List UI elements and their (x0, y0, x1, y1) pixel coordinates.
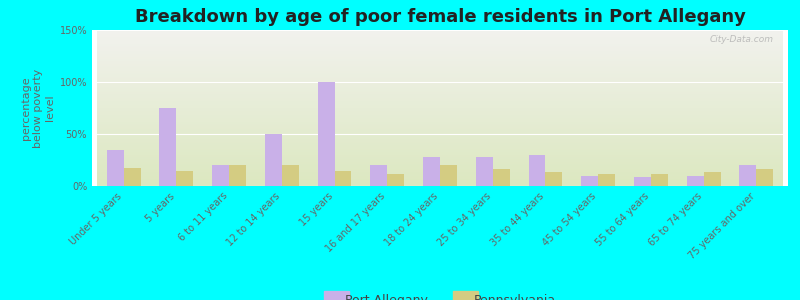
Bar (282, 165, 298, 186)
Bar (756, 169, 774, 186)
Bar (318, 82, 334, 186)
Bar (739, 165, 756, 186)
Bar (686, 176, 704, 186)
Bar (704, 172, 721, 186)
Bar (529, 155, 546, 186)
Bar (370, 165, 387, 186)
Text: City-Data.com: City-Data.com (710, 35, 774, 44)
Bar (176, 171, 194, 186)
Legend: Port Allegany, Pennsylvania: Port Allegany, Pennsylvania (318, 289, 562, 300)
Bar (440, 165, 457, 186)
Bar (124, 168, 141, 186)
Y-axis label: percentage
below poverty
level: percentage below poverty level (21, 68, 55, 148)
Bar (651, 173, 668, 186)
Bar (265, 134, 282, 186)
Bar (334, 171, 351, 186)
Title: Breakdown by age of poor female residents in Port Allegany: Breakdown by age of poor female resident… (134, 8, 746, 26)
Bar (546, 172, 562, 186)
Bar (423, 157, 440, 186)
Bar (634, 177, 651, 186)
Bar (387, 173, 404, 186)
Bar (476, 157, 493, 186)
Bar (212, 165, 229, 186)
Bar (493, 169, 510, 186)
Bar (159, 108, 176, 186)
Bar (229, 165, 246, 186)
Bar (598, 173, 615, 186)
Bar (582, 176, 598, 186)
Bar (106, 150, 124, 186)
